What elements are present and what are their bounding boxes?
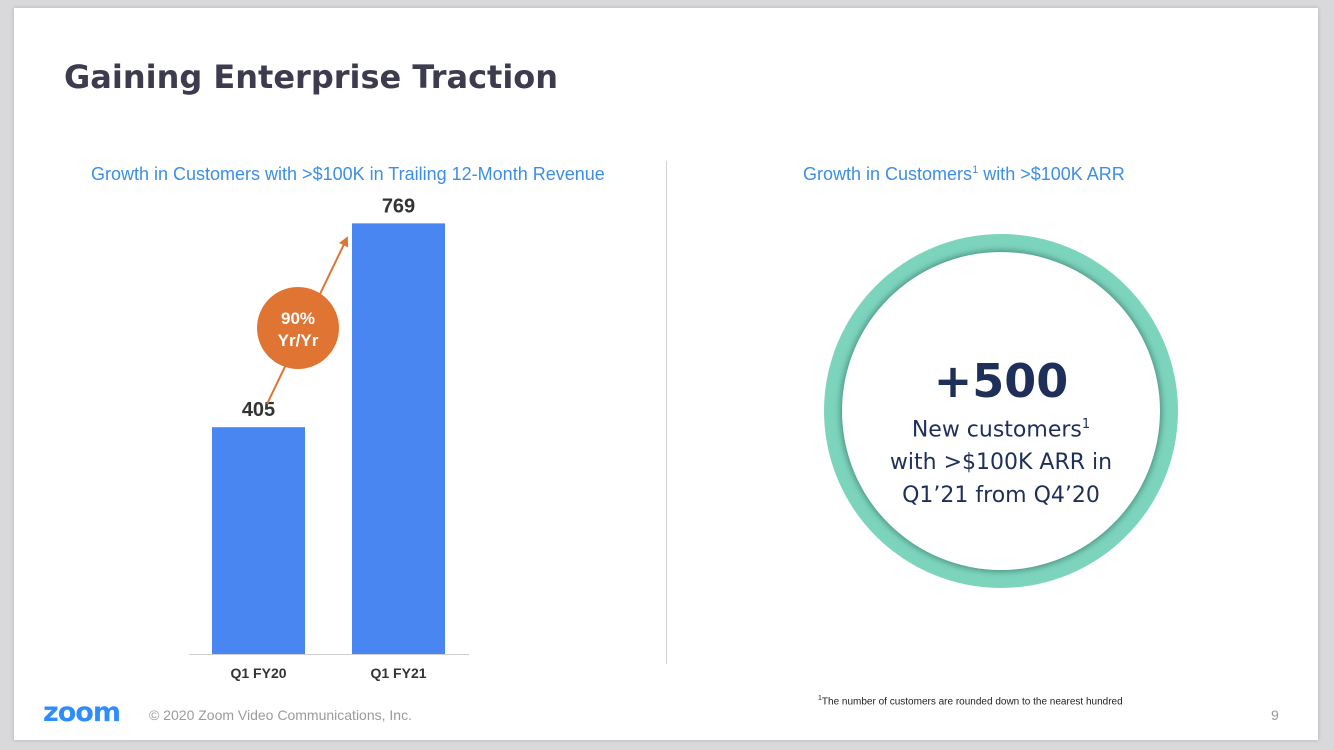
circle-footnote-marker: 1 [1081, 417, 1091, 432]
circle-line-2: with >$100K ARR in [889, 450, 1113, 476]
zoom-logo: zoom [43, 697, 121, 728]
growth-badge-value: 90% [281, 309, 315, 328]
footnote-marker: 1 [818, 695, 822, 702]
circle-line-3: Q1’21 from Q4’20 [902, 483, 1100, 509]
growth-badge [257, 287, 339, 369]
bar-q1-fy20 [212, 427, 305, 654]
bars-group: 405 Q1 FY20 769 Q1 FY21 [212, 195, 445, 681]
slide-title: Gaining Enterprise Traction [64, 58, 559, 96]
right-subtitle-suffix: with >$100K ARR [978, 164, 1125, 184]
new-customers-number: +500 [933, 354, 1069, 408]
panel-divider [666, 161, 667, 664]
circle-line-1: New customers1 [842, 408, 1160, 446]
data-label-q1-fy20: 405 [242, 399, 275, 421]
page-number: 9 [1271, 707, 1279, 723]
highlight-ring: +500 New customers1 with >$100K ARR in Q… [824, 234, 1178, 588]
copyright-text: © 2020 Zoom Video Communications, Inc. [149, 707, 412, 723]
footnote-text: The number of customers are rounded down… [821, 696, 1123, 708]
x-tick-label-q1-fy21: Q1 FY21 [370, 665, 426, 681]
left-chart-subtitle: Growth in Customers with >$100K in Trail… [91, 164, 605, 184]
slide: Gaining Enterprise Traction Growth in Cu… [14, 8, 1318, 740]
bar-q1-fy21 [352, 223, 445, 655]
right-subtitle-footnote-marker: 1 [972, 164, 979, 176]
right-subtitle-text: Growth in Customers [803, 164, 973, 184]
highlight-circle: +500 New customers1 with >$100K ARR in Q… [842, 252, 1160, 570]
x-tick-label-q1-fy20: Q1 FY20 [230, 665, 286, 681]
right-panel-subtitle: Growth in Customers1 with >$100K ARR [803, 164, 1125, 185]
bar-chart: 405 Q1 FY20 769 Q1 FY21 90% Yr/Yr [189, 195, 469, 681]
data-label-q1-fy21: 769 [382, 195, 415, 217]
growth-badge-unit: Yr/Yr [278, 331, 319, 350]
footnote: 1The number of customers are rounded dow… [818, 695, 1123, 707]
circle-line-1-text: New customers [911, 417, 1082, 443]
